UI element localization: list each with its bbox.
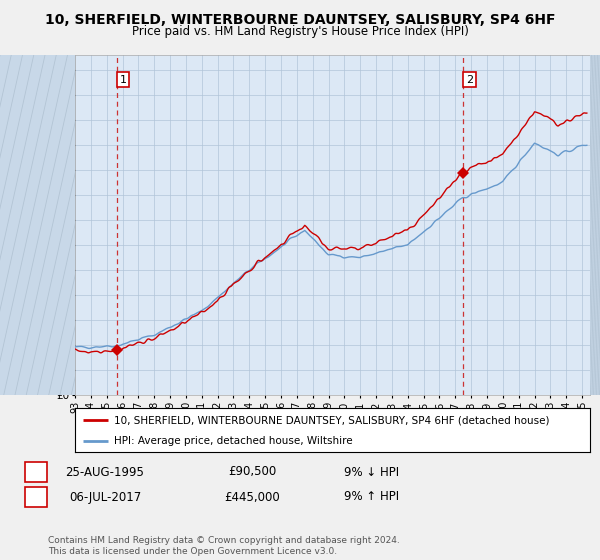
Text: 9% ↓ HPI: 9% ↓ HPI — [344, 465, 400, 478]
Text: £90,500: £90,500 — [228, 465, 276, 478]
Text: 1: 1 — [32, 465, 40, 478]
Text: 10, SHERFIELD, WINTERBOURNE DAUNTSEY, SALISBURY, SP4 6HF (detached house): 10, SHERFIELD, WINTERBOURNE DAUNTSEY, SA… — [113, 416, 549, 426]
Text: 25-AUG-1995: 25-AUG-1995 — [65, 465, 145, 478]
Text: 06-JUL-2017: 06-JUL-2017 — [69, 491, 141, 503]
Text: 1: 1 — [119, 74, 127, 85]
Text: 2: 2 — [466, 74, 473, 85]
Text: 9% ↑ HPI: 9% ↑ HPI — [344, 491, 400, 503]
Text: 2: 2 — [32, 491, 40, 503]
Text: £445,000: £445,000 — [224, 491, 280, 503]
Text: HPI: Average price, detached house, Wiltshire: HPI: Average price, detached house, Wilt… — [113, 436, 352, 446]
Text: Price paid vs. HM Land Registry's House Price Index (HPI): Price paid vs. HM Land Registry's House … — [131, 25, 469, 39]
Text: 10, SHERFIELD, WINTERBOURNE DAUNTSEY, SALISBURY, SP4 6HF: 10, SHERFIELD, WINTERBOURNE DAUNTSEY, SA… — [45, 13, 555, 27]
Text: Contains HM Land Registry data © Crown copyright and database right 2024.
This d: Contains HM Land Registry data © Crown c… — [48, 536, 400, 556]
